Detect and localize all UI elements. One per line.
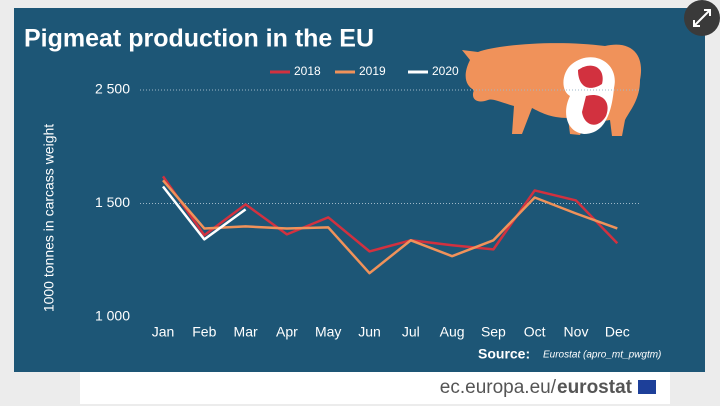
source-label: Source: [478, 346, 530, 362]
expand-glyph [693, 9, 711, 27]
x-tick-label: Aug [440, 324, 465, 340]
series-line [161, 175, 619, 253]
x-tick-label: Jul [402, 324, 420, 340]
legend-label: 2019 [359, 64, 386, 78]
footer-bar [80, 372, 670, 404]
legend-label: 2020 [432, 64, 459, 78]
source: Eurostat (apro_mt_pwgtm) [543, 350, 661, 361]
x-tick-label: Mar [234, 324, 258, 340]
x-tick-label: Jan [152, 324, 175, 340]
eu-flag [638, 380, 656, 394]
legend-label: 2018 [294, 64, 321, 78]
y-tick-label: 1 000 [95, 308, 130, 324]
y-axis-label: 1000 tonnes in carcass weight [41, 124, 57, 312]
x-tick-label: Sep [481, 324, 506, 340]
y-tick-label: 1 500 [95, 194, 130, 210]
footer-brand: eurostat [557, 377, 633, 398]
x-tick-label: Jun [358, 324, 381, 340]
y-tick-label: 2 500 [95, 81, 130, 97]
x-tick-label: Apr [276, 324, 298, 340]
x-tick-label: Feb [192, 324, 216, 340]
chart-title: Pigmeat production in the EU [24, 25, 374, 53]
x-tick-label: Oct [524, 324, 546, 340]
expand-icon[interactable] [684, 0, 720, 36]
x-tick-label: May [315, 324, 341, 340]
x-tick-label: Dec [605, 324, 630, 340]
series-line [162, 185, 247, 241]
x-tick-label: Nov [564, 324, 589, 340]
series-line [162, 179, 618, 275]
footer-site: ec.europa.eu/ [440, 377, 557, 398]
